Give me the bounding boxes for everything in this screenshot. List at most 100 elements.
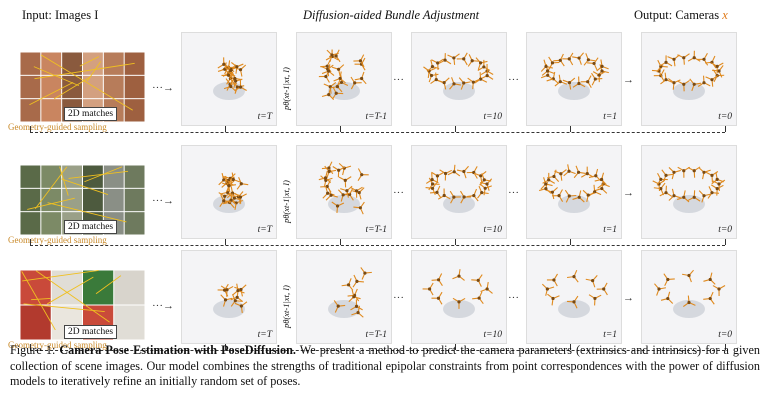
input-image-thumbnail xyxy=(62,188,82,212)
camera-frustum xyxy=(456,165,469,179)
input-image-thumbnail xyxy=(20,305,51,340)
camera-frustum xyxy=(350,76,362,90)
camera-frustum xyxy=(439,169,453,181)
feedback-tick xyxy=(340,126,341,132)
feedback-tick xyxy=(570,344,571,350)
input-header-text: Input: Images xyxy=(22,8,95,22)
camera-frustum xyxy=(220,285,234,297)
camera-frustum xyxy=(580,75,592,88)
match-line xyxy=(79,56,100,67)
camera-frustum xyxy=(566,295,579,309)
camera-frustum xyxy=(341,278,354,291)
input-image-thumbnail xyxy=(20,188,41,212)
camera-frustum xyxy=(580,166,594,178)
feedback-tick xyxy=(340,239,341,245)
timestep-label: t=1 xyxy=(603,112,617,122)
camera-frustum xyxy=(352,187,365,200)
input-image-thumbnail xyxy=(20,75,41,99)
input-image-thumbnail xyxy=(20,165,41,188)
diffusion-step-panel: t=1 xyxy=(526,250,622,344)
pipeline-row: 2D matches Geometry-guided sampling ···→ t=… xyxy=(0,240,769,351)
match-line xyxy=(68,170,129,179)
camera-frustum xyxy=(588,168,602,182)
arrow-icon: ···→ xyxy=(152,82,174,94)
matches-label: 2D matches xyxy=(64,220,118,234)
feedback-tick xyxy=(30,344,31,350)
camera-frustum xyxy=(572,52,585,65)
pipeline-row: 2D matches Geometry-guided sampling ···→ t=… xyxy=(0,135,769,246)
camera-frustum xyxy=(236,177,249,190)
camera-frustum xyxy=(234,301,248,314)
diffusion-step-panel: t=10 xyxy=(411,145,507,239)
camera-frustum xyxy=(352,274,364,288)
camera-frustum xyxy=(705,171,719,183)
caption-body: We present a method to predict the camer… xyxy=(10,343,760,388)
diffusion-step-panel: t=0 xyxy=(641,145,737,239)
camera-frustum xyxy=(330,79,343,93)
camera-frustum xyxy=(711,172,724,185)
camera-frustum xyxy=(234,284,247,297)
feedback-tick xyxy=(225,239,226,245)
arrow-icon: → xyxy=(623,292,634,304)
camera-frustum xyxy=(540,59,553,72)
camera-frustum xyxy=(472,291,484,305)
camera-frustum xyxy=(479,173,492,186)
input-image-thumbnail xyxy=(83,52,103,75)
match-line xyxy=(40,54,133,111)
feedback-tick xyxy=(570,126,571,132)
sampling-label: Geometry-guided sampling xyxy=(8,340,107,350)
camera-frustum xyxy=(689,78,702,92)
feedback-tick xyxy=(455,239,456,245)
camera-frustum xyxy=(230,61,244,74)
input-image-thumbnail xyxy=(41,75,62,99)
input-image-thumbnail xyxy=(114,270,145,305)
camera-frustum xyxy=(431,58,444,70)
caption-title: Camera Pose Estimation with PoseDiffusio… xyxy=(59,343,296,357)
camera-frustum xyxy=(431,171,444,183)
matches-label: 2D matches xyxy=(64,325,118,339)
scene-point-cloud xyxy=(328,195,360,213)
camera-frustum xyxy=(331,86,344,100)
camera-frustum xyxy=(473,171,487,183)
camera-frustum xyxy=(663,273,675,286)
camera-frustum xyxy=(573,165,586,179)
match-line xyxy=(23,303,105,313)
camera-frustum xyxy=(563,164,576,177)
camera-frustum xyxy=(474,72,488,84)
match-line xyxy=(33,66,80,87)
camera-frustum xyxy=(466,188,479,202)
timestep-label: t=T xyxy=(257,112,272,122)
matches-label: 2D matches xyxy=(64,107,118,121)
input-image-thumbnail xyxy=(103,52,124,75)
camera-frustum xyxy=(703,272,716,285)
timestep-label: t=10 xyxy=(483,225,502,235)
input-image-thumbnail xyxy=(83,188,103,212)
scene-point-cloud xyxy=(443,300,475,318)
diffusion-step-panel: t=T xyxy=(181,32,277,126)
camera-frustum xyxy=(582,189,596,203)
camera-frustum xyxy=(677,79,690,92)
camera-frustum xyxy=(449,190,461,204)
camera-frustum xyxy=(360,267,372,280)
camera-frustum xyxy=(429,185,442,199)
figure-caption: Figure 1: Camera Pose Estimation with Po… xyxy=(10,343,760,390)
camera-frustum xyxy=(572,76,586,88)
camera-frustum xyxy=(660,291,674,304)
camera-frustum xyxy=(668,167,681,180)
match-line xyxy=(84,166,123,183)
camera-frustum xyxy=(676,190,690,203)
input-image-thumbnail xyxy=(103,165,124,188)
input-image-thumbnail xyxy=(62,165,82,188)
camera-frustum xyxy=(318,170,331,184)
camera-frustum xyxy=(425,172,439,184)
camera-frustum xyxy=(480,282,493,294)
camera-frustum xyxy=(479,183,492,196)
camera-frustum xyxy=(452,297,466,309)
camera-frustum xyxy=(229,71,242,85)
scene-point-cloud xyxy=(558,82,590,100)
camera-frustum xyxy=(656,172,668,186)
diffusion-step-panel: t=1 xyxy=(526,32,622,126)
output-header: Output: Cameras x xyxy=(634,8,728,23)
camera-frustum xyxy=(562,77,576,90)
camera-frustum xyxy=(331,64,345,77)
